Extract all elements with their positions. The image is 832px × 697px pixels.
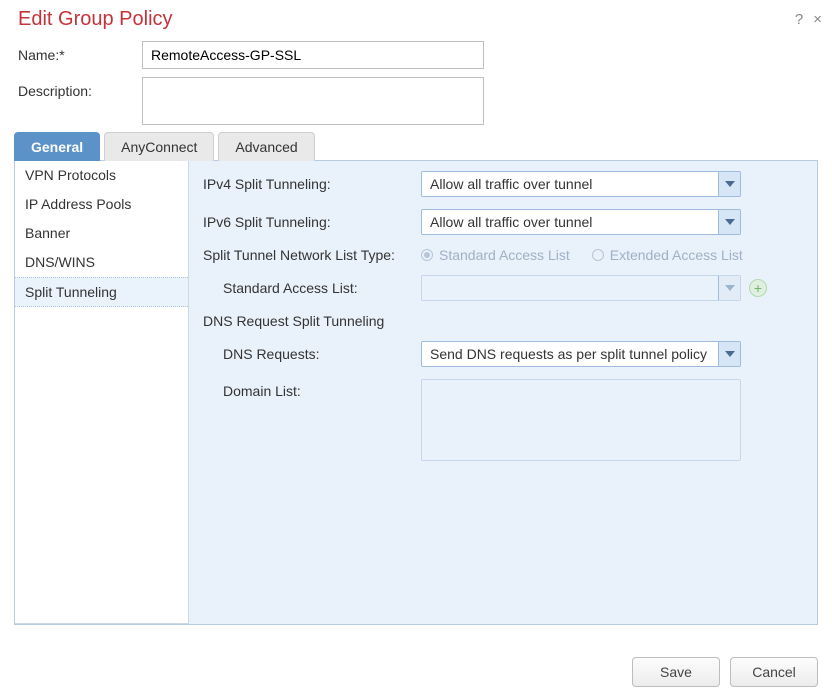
ipv6-select-wrap: Allow all traffic over tunnel [421,209,741,235]
ipv4-select-value: Allow all traffic over tunnel [422,176,718,192]
tab-bar: General AnyConnect Advanced [14,133,818,161]
edit-group-policy-dialog: Edit Group Policy ? × Name:* Description… [0,0,832,697]
tab-general[interactable]: General [14,132,100,161]
ipv6-label: IPv6 Split Tunneling: [203,214,421,230]
ipv4-label: IPv4 Split Tunneling: [203,176,421,192]
title-bar: Edit Group Policy ? × [0,0,832,35]
standard-acl-row: Standard Access List: + [203,275,803,301]
form-top: Name:* Description: [0,35,832,125]
tab-anyconnect[interactable]: AnyConnect [104,132,214,161]
list-type-label: Split Tunnel Network List Type: [203,247,421,263]
name-label: Name:* [18,41,142,63]
dns-requests-select-wrap: Send DNS requests as per split tunnel po… [421,341,741,367]
sidebar: VPN Protocols IP Address Pools Banner DN… [15,161,189,624]
ipv6-row: IPv6 Split Tunneling: Allow all traffic … [203,209,803,235]
standard-acl-label: Standard Access List: [203,280,421,296]
dns-requests-select[interactable]: Send DNS requests as per split tunnel po… [421,341,741,367]
radio-standard-label: Standard Access List [439,247,570,263]
radio-extended: Extended Access List [592,247,743,263]
cancel-button[interactable]: Cancel [730,657,818,687]
standard-acl-select-wrap [421,275,741,301]
sidebar-item-banner[interactable]: Banner [15,219,188,248]
chevron-down-icon [718,172,740,196]
main-panel: VPN Protocols IP Address Pools Banner DN… [14,161,818,625]
ipv6-select-value: Allow all traffic over tunnel [422,214,718,230]
dns-section-label: DNS Request Split Tunneling [203,313,803,329]
sidebar-item-split-tunneling[interactable]: Split Tunneling [15,277,188,307]
description-row: Description: [18,77,814,125]
radio-circle-icon [421,249,433,261]
ipv4-select-wrap: Allow all traffic over tunnel [421,171,741,197]
content-area: IPv4 Split Tunneling: Allow all traffic … [189,161,817,624]
radio-standard: Standard Access List [421,247,570,263]
help-icon[interactable]: ? [795,11,803,28]
radio-extended-label: Extended Access List [610,247,743,263]
ipv4-select[interactable]: Allow all traffic over tunnel [421,171,741,197]
dns-requests-value: Send DNS requests as per split tunnel po… [422,346,718,362]
tab-advanced[interactable]: Advanced [218,132,314,161]
chevron-down-icon [718,342,740,366]
domain-list-label: Domain List: [203,379,421,399]
name-row: Name:* [18,41,814,69]
description-label: Description: [18,77,142,99]
sidebar-item-dns-wins[interactable]: DNS/WINS [15,248,188,277]
chevron-down-icon [718,210,740,234]
chevron-down-icon [718,276,740,300]
title-bar-icons: ? × [795,11,822,28]
close-icon[interactable]: × [813,11,822,28]
description-input[interactable] [142,77,484,125]
dialog-title: Edit Group Policy [18,8,795,31]
list-type-row: Split Tunnel Network List Type: Standard… [203,247,803,263]
save-button[interactable]: Save [632,657,720,687]
name-input[interactable] [142,41,484,69]
dns-requests-row: DNS Requests: Send DNS requests as per s… [203,341,803,367]
standard-acl-select [421,275,741,301]
sidebar-item-ip-pools[interactable]: IP Address Pools [15,190,188,219]
domain-list-row: Domain List: [203,379,803,461]
radio-circle-icon [592,249,604,261]
sidebar-item-vpn-protocols[interactable]: VPN Protocols [15,161,188,190]
ipv4-row: IPv4 Split Tunneling: Allow all traffic … [203,171,803,197]
ipv6-select[interactable]: Allow all traffic over tunnel [421,209,741,235]
footer: Save Cancel [632,657,818,687]
tabs-wrap: General AnyConnect Advanced VPN Protocol… [0,133,832,625]
domain-list-box[interactable] [421,379,741,461]
dns-requests-label: DNS Requests: [203,346,421,362]
add-icon[interactable]: + [749,279,767,297]
